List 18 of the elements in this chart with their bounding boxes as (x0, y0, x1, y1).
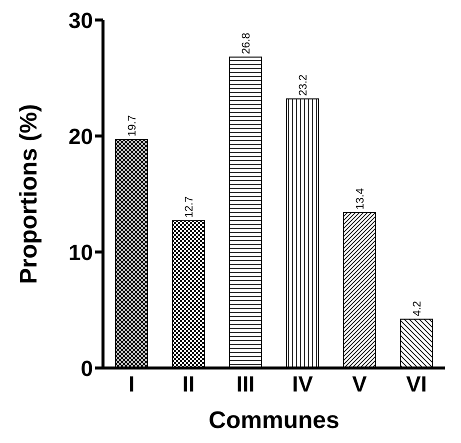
data-label: 26.8 (240, 32, 253, 54)
y-tick-label: 20 (68, 124, 93, 149)
data-label: 19.7 (126, 115, 139, 136)
y-tick-label: 10 (68, 240, 93, 265)
data-label: 13.4 (354, 188, 367, 210)
x-tick-label: I (128, 372, 135, 397)
data-label: 23.2 (298, 74, 310, 96)
y-axis-title: Proportions (%) (16, 104, 43, 284)
x-tick-label: IV (292, 372, 314, 397)
x-tick-label: III (236, 372, 255, 397)
x-tick-label: II (182, 372, 195, 397)
data-label: 4.2 (412, 300, 424, 316)
y-tick-label: 0 (80, 356, 93, 381)
x-tick-label: VI (406, 372, 427, 397)
x-tick-label: V (352, 372, 368, 397)
y-tick-label: 30 (68, 8, 93, 33)
data-label: 12.7 (184, 196, 196, 218)
x-axis-title: Communes (208, 407, 340, 434)
